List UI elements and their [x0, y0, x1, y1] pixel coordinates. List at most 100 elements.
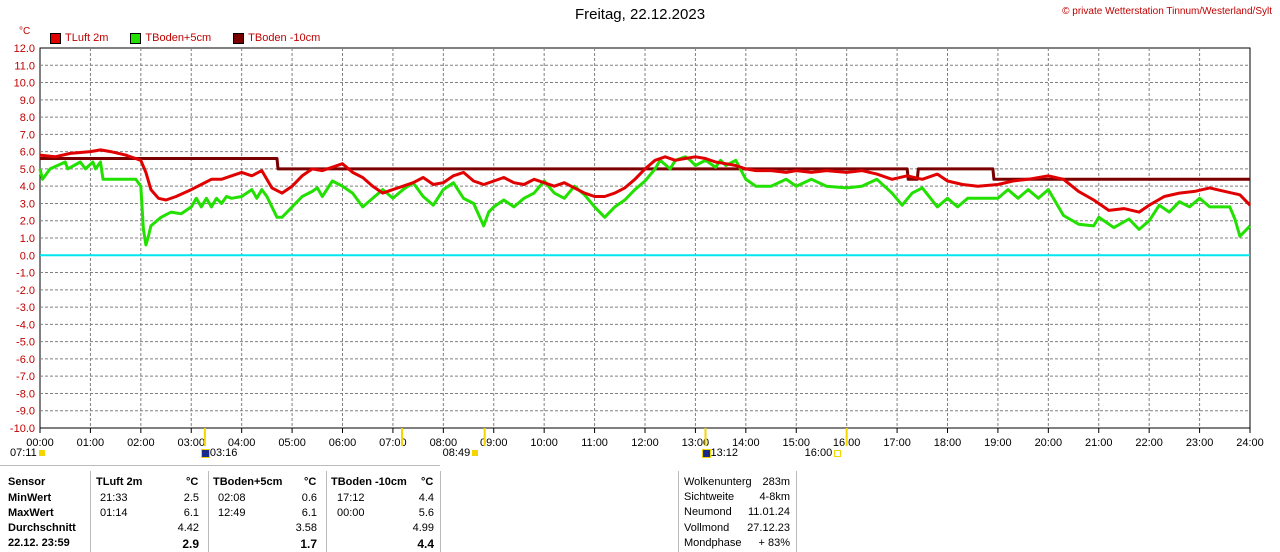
stats-row-label: MaxWert [8, 507, 54, 519]
x-tick-label: 07:00 [379, 437, 407, 449]
y-tick-label: 5.0 [20, 164, 35, 176]
stats-cell-tboden10-value: 5.6 [418, 507, 434, 519]
sunset-icon [834, 449, 842, 457]
stats-header-unit-tboden5: °C [304, 476, 317, 488]
legend-item-tboden10[interactable]: TBoden -10cm [233, 32, 320, 44]
stats-header-tboden10: TBoden -10cm [331, 476, 407, 488]
stats-row-label: 22.12. 23:59 [8, 537, 70, 549]
stats-cell-tboden5-time: 12:49 [218, 507, 246, 519]
stats-cell-tluft-time: 01:14 [100, 507, 128, 519]
y-tick-label: 11.0 [14, 60, 35, 72]
stats-cell-tluft-value: 2.9 [182, 537, 199, 551]
x-tick-label: 08:00 [430, 437, 458, 449]
stats-header-tboden5: TBoden+5cm [213, 476, 283, 488]
stats-cell-tluft-value: 4.42 [177, 522, 199, 534]
stats-cell-tboden10-value: 4.4 [418, 492, 434, 504]
y-tick-label: 12.0 [14, 43, 35, 55]
y-tick-label: 9.0 [20, 95, 35, 107]
astro-marker: 07:11 [10, 447, 45, 459]
sunrise-icon [472, 450, 479, 457]
x-tick-label: 15:00 [782, 437, 810, 449]
y-tick-label: -3.0 [16, 302, 35, 314]
y-tick-label: -10.0 [10, 423, 35, 435]
stats-header-unit-tboden10: °C [421, 476, 434, 488]
series-line-tboden10 [40, 157, 1250, 181]
astro-marker: 16:00 [805, 447, 842, 459]
stats-cell-tboden10-value: 4.4 [417, 537, 434, 551]
stats-cell-tboden5-value: 0.6 [301, 492, 317, 504]
y-tick-label: 7.0 [20, 129, 35, 141]
y-tick-label: 10.0 [14, 78, 35, 90]
stats-row-label: MinWert [8, 492, 52, 504]
astro-marker-time: 08:49 [442, 447, 471, 459]
y-tick-label: 0.0 [20, 250, 35, 262]
y-tick-label: 4.0 [20, 181, 35, 193]
stats-cell-tboden5-value: 1.7 [300, 537, 317, 551]
y-tick-label: -4.0 [16, 319, 35, 331]
y-tick-label: 1.0 [20, 233, 35, 245]
temperature-chart: 12.0 11.0 10.0 9.0 8.0 7.0 6.0 5.0 4.0 3.0 2.0 1.0 0… [10, 43, 1264, 449]
info-label: Wolkenunterg [684, 476, 752, 488]
info-value: 27.12.23 [747, 522, 790, 534]
stats-cell-tboden10-time: 17:12 [337, 492, 365, 504]
stats-cell-tboden5-value: 3.58 [295, 522, 317, 534]
stats-cell-tboden5-value: 6.1 [301, 507, 317, 519]
legend-swatch-tluft [50, 32, 61, 44]
x-tick-label: 03:00 [177, 437, 205, 449]
legend-item-tboden5[interactable]: TBoden+5cm [130, 32, 211, 44]
y-tick-label: -2.0 [16, 285, 35, 297]
astro-marker: 03:16 [200, 447, 238, 459]
x-tick-label: 05:00 [278, 437, 306, 449]
x-tick-label: 20:00 [1035, 437, 1063, 449]
stats-table: Sensor TLuft 2m °C TBoden+5cm °C TBoden … [0, 465, 800, 552]
y-tick-label: -9.0 [16, 406, 35, 418]
y-tick-label: -1.0 [16, 268, 35, 280]
info-value: 283m [762, 476, 790, 488]
legend-label-tboden5: TBoden+5cm [145, 32, 212, 44]
legend-swatch-tboden5 [130, 32, 142, 44]
y-tick-label: 8.0 [20, 112, 35, 124]
info-value: + 83% [758, 537, 791, 549]
astro-marker-time: 07:11 [10, 447, 37, 459]
info-value: 4-8km [759, 491, 790, 503]
stats-cell-tboden10-time: 00:00 [337, 507, 365, 519]
x-tick-label: 09:00 [480, 437, 508, 449]
astro-marker-time: 13:12 [710, 447, 739, 459]
y-tick-label: -6.0 [16, 354, 35, 366]
moonrise-icon [701, 448, 711, 458]
astro-marker: 13:12 [701, 447, 739, 459]
info-label: Mondphase [684, 537, 742, 549]
y-tick-label: 6.0 [20, 147, 35, 159]
astro-marker: 08:49 [443, 447, 479, 459]
legend-swatch-tboden10 [233, 32, 245, 44]
x-tick-label: 10:00 [530, 437, 558, 449]
x-tick-label: 12:00 [631, 437, 659, 449]
info-label: Vollmond [684, 522, 730, 534]
stats-row-label: Durchschnitt [8, 522, 76, 534]
y-tick-label: -8.0 [16, 388, 35, 400]
x-tick-label: 11:00 [581, 437, 608, 449]
y-tick-label: -5.0 [16, 337, 35, 349]
x-tick-label: 04:00 [228, 437, 256, 449]
stats-cell-tluft-value: 6.1 [183, 507, 199, 519]
x-tick-label: 13:00 [682, 437, 710, 449]
astro-marker-time: 03:16 [209, 447, 238, 459]
stats-cell-tluft-value: 2.5 [183, 492, 199, 504]
y-tick-label: 2.0 [20, 216, 35, 228]
y-axis-unit: °C [19, 26, 31, 37]
series-line-tboden5 [38, 155, 1252, 247]
y-tick-label: 3.0 [20, 198, 35, 210]
x-tick-label: 21:00 [1085, 437, 1113, 449]
stats-header-sensor: Sensor [8, 476, 46, 488]
page-title: Freitag, 22.12.2023 [574, 6, 706, 23]
copyright-text: © private Wetterstation Tinnum/Westerlan… [1062, 6, 1272, 17]
stats-cell-tboden10-value: 4.99 [412, 522, 434, 534]
legend-label-tboden10: TBoden -10cm [248, 32, 321, 44]
series-line-tluft [39, 148, 1252, 214]
x-tick-label: 19:00 [984, 437, 1012, 449]
sunrise-icon [38, 450, 45, 457]
stats-header-tluft: TLuft 2m [96, 476, 143, 488]
info-label: Sichtweite [684, 491, 735, 503]
info-label: Neumond [684, 506, 732, 518]
legend-item-tluft[interactable]: TLuft 2m [50, 32, 108, 44]
